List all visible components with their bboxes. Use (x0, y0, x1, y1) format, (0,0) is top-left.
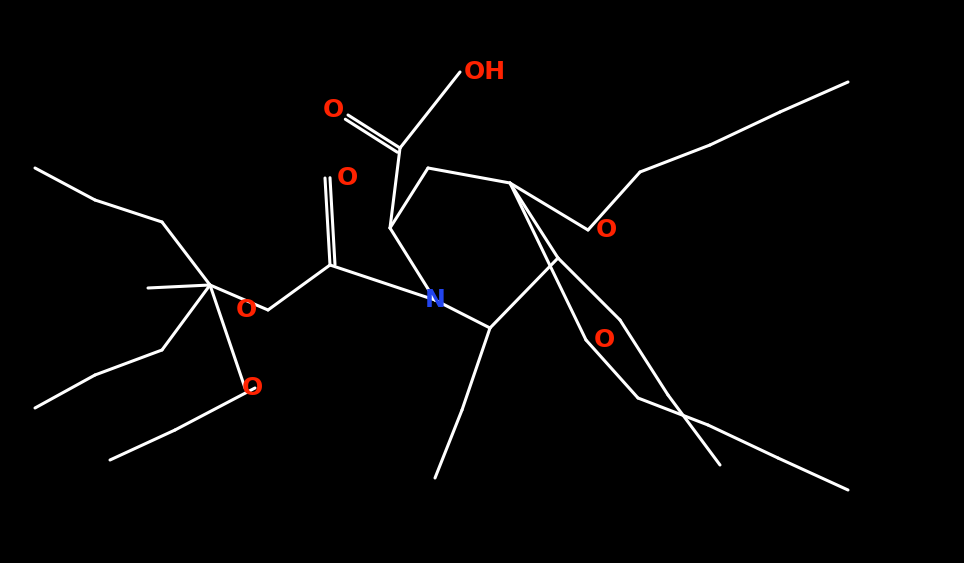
Text: O: O (235, 298, 256, 322)
Text: N: N (424, 288, 445, 312)
Text: O: O (596, 218, 617, 242)
Text: O: O (594, 328, 615, 352)
Text: O: O (241, 376, 262, 400)
Text: OH: OH (464, 60, 506, 84)
Text: O: O (336, 166, 358, 190)
Text: O: O (322, 98, 343, 122)
